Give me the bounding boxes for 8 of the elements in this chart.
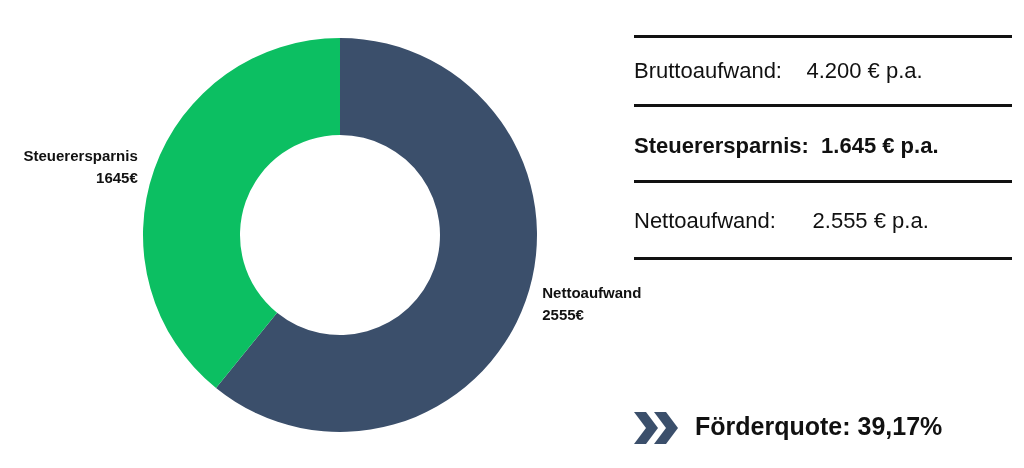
text: Steuerersparnis: 1.645 € p.a.: [634, 133, 939, 159]
data-label: 1645€: [96, 169, 139, 187]
data-label: 2555€: [542, 305, 585, 323]
text: Förderquote: 39,17%: [695, 412, 943, 441]
slice-label: Nettoaufwand: [542, 283, 642, 301]
text: Bruttoaufwand: 4.200 € p.a.: [634, 58, 923, 84]
text: Nettoaufwand: 2.555 € p.a.: [634, 208, 929, 234]
slice-label: Steuerersparnis: [23, 147, 138, 165]
